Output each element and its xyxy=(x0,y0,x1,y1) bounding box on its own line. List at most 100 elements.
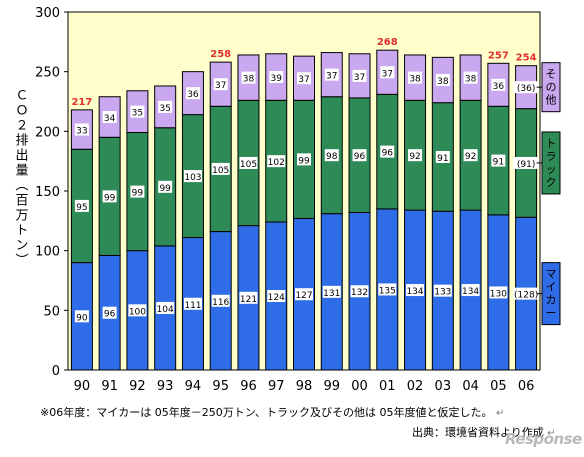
data-label-box xyxy=(489,286,508,299)
data-label-box xyxy=(239,291,258,304)
data-label: 105 xyxy=(240,160,257,170)
data-label: 37 xyxy=(382,69,393,79)
legend-label-char: イ xyxy=(546,281,557,294)
data-label-box xyxy=(324,149,339,162)
data-label-box xyxy=(130,185,145,198)
data-label-box xyxy=(297,153,311,166)
data-label-box xyxy=(513,287,540,300)
data-label: (128) xyxy=(514,291,538,301)
data-label: 134 xyxy=(462,287,479,297)
data-label-box xyxy=(433,284,452,297)
x-tick-label: 06 xyxy=(518,379,535,394)
data-label-box xyxy=(435,74,450,87)
y-axis-label: ＣＯ２排出量（百万トン） xyxy=(13,88,29,268)
data-label-box xyxy=(352,69,367,82)
legend-label-char: ッ xyxy=(546,163,557,176)
data-label: 92 xyxy=(409,152,420,162)
data-label: 96 xyxy=(382,149,394,159)
x-tick-label: 92 xyxy=(129,379,146,394)
data-label-box xyxy=(128,304,147,317)
data-label: 90 xyxy=(76,313,88,323)
data-label: 95 xyxy=(76,203,87,213)
data-label-box xyxy=(408,149,423,162)
data-label: 100 xyxy=(129,307,146,317)
data-label: 38 xyxy=(437,77,449,87)
data-label-box xyxy=(461,284,480,297)
data-label: 38 xyxy=(465,75,477,85)
data-label-box xyxy=(211,162,230,175)
data-label: 36 xyxy=(187,90,199,100)
x-tick-label: 97 xyxy=(268,379,285,394)
data-label: 38 xyxy=(409,75,421,85)
total-label: 268 xyxy=(377,37,398,48)
data-label-box xyxy=(156,301,175,314)
data-label: 99 xyxy=(132,189,144,199)
legend-label-char: ラ xyxy=(546,150,557,163)
data-label: 37 xyxy=(298,75,309,85)
y-tick-label: 100 xyxy=(35,245,60,260)
x-tick-label: 01 xyxy=(379,379,396,394)
data-label: (36) xyxy=(517,84,535,94)
data-label: 134 xyxy=(406,287,423,297)
data-label: 111 xyxy=(184,301,201,311)
legend-label-char: カ xyxy=(546,294,557,307)
data-label-box xyxy=(513,81,540,94)
x-tick-label: 90 xyxy=(74,379,91,394)
legend-label-char: 他 xyxy=(546,94,557,107)
data-label-box xyxy=(463,149,478,162)
data-label: 99 xyxy=(298,156,310,166)
data-label-box xyxy=(158,180,173,193)
data-label-box xyxy=(183,170,202,183)
source: 出典：環境省資料より作成 ↵ xyxy=(412,424,556,440)
data-label: 96 xyxy=(104,310,116,320)
data-label: 91 xyxy=(437,154,448,164)
data-label: 131 xyxy=(323,289,340,299)
x-axis-ticks: 90 91 92 93 94 95 96 97 98 99 00 01 02 03 04 05 06 xyxy=(74,379,535,394)
x-tick-label: 05 xyxy=(490,379,507,394)
x-tick-label: 99 xyxy=(323,379,340,394)
data-label-box xyxy=(267,290,286,303)
data-label: 38 xyxy=(243,75,255,85)
data-label: 35 xyxy=(159,104,170,114)
data-label: 37 xyxy=(215,81,226,91)
data-label: 37 xyxy=(354,73,365,83)
data-label-box xyxy=(380,145,395,158)
legend-swatch xyxy=(541,62,561,113)
data-label: 92 xyxy=(465,152,476,162)
data-label-box xyxy=(241,71,256,84)
data-label-box xyxy=(513,156,540,169)
data-label-box xyxy=(324,68,339,81)
legend-label-char: そ xyxy=(546,68,557,81)
data-label-box xyxy=(211,294,230,307)
x-tick-label: 03 xyxy=(435,379,452,394)
total-label: 257 xyxy=(488,50,509,61)
data-label: 91 xyxy=(493,158,504,168)
y-tick-label: 150 xyxy=(35,185,60,200)
data-label: 36 xyxy=(493,82,505,92)
source-text: 出典：環境省資料より作成 xyxy=(412,426,544,439)
x-tick-label: 94 xyxy=(185,379,202,394)
legend: マイカー トラック その他 xyxy=(536,62,561,326)
return-mark: ↵ xyxy=(496,408,505,419)
data-label: 124 xyxy=(268,293,285,303)
total-label: 217 xyxy=(71,97,92,108)
data-label-box xyxy=(350,285,369,298)
y-tick-label: 0 xyxy=(52,364,60,379)
x-tick-label: 95 xyxy=(212,379,229,394)
data-label: 103 xyxy=(184,173,201,183)
data-label: 132 xyxy=(351,288,368,298)
data-label-box xyxy=(102,190,117,203)
data-label-box xyxy=(297,72,311,85)
data-label: 99 xyxy=(159,184,171,194)
data-label-box xyxy=(74,123,89,136)
x-tick-label: 93 xyxy=(157,379,174,394)
y-tick-label: 200 xyxy=(35,125,60,140)
data-label-box xyxy=(491,154,506,167)
footnote: ※06年度：マイカーは 05年度－250万トン、トラック及びその他は 05年度値… xyxy=(40,404,504,420)
y-axis: 0 50 100 150 200 250 300 xyxy=(35,6,68,379)
data-label: 99 xyxy=(104,193,116,203)
data-label-box xyxy=(130,105,145,118)
data-label-box xyxy=(158,100,173,113)
data-label-box xyxy=(239,156,258,169)
